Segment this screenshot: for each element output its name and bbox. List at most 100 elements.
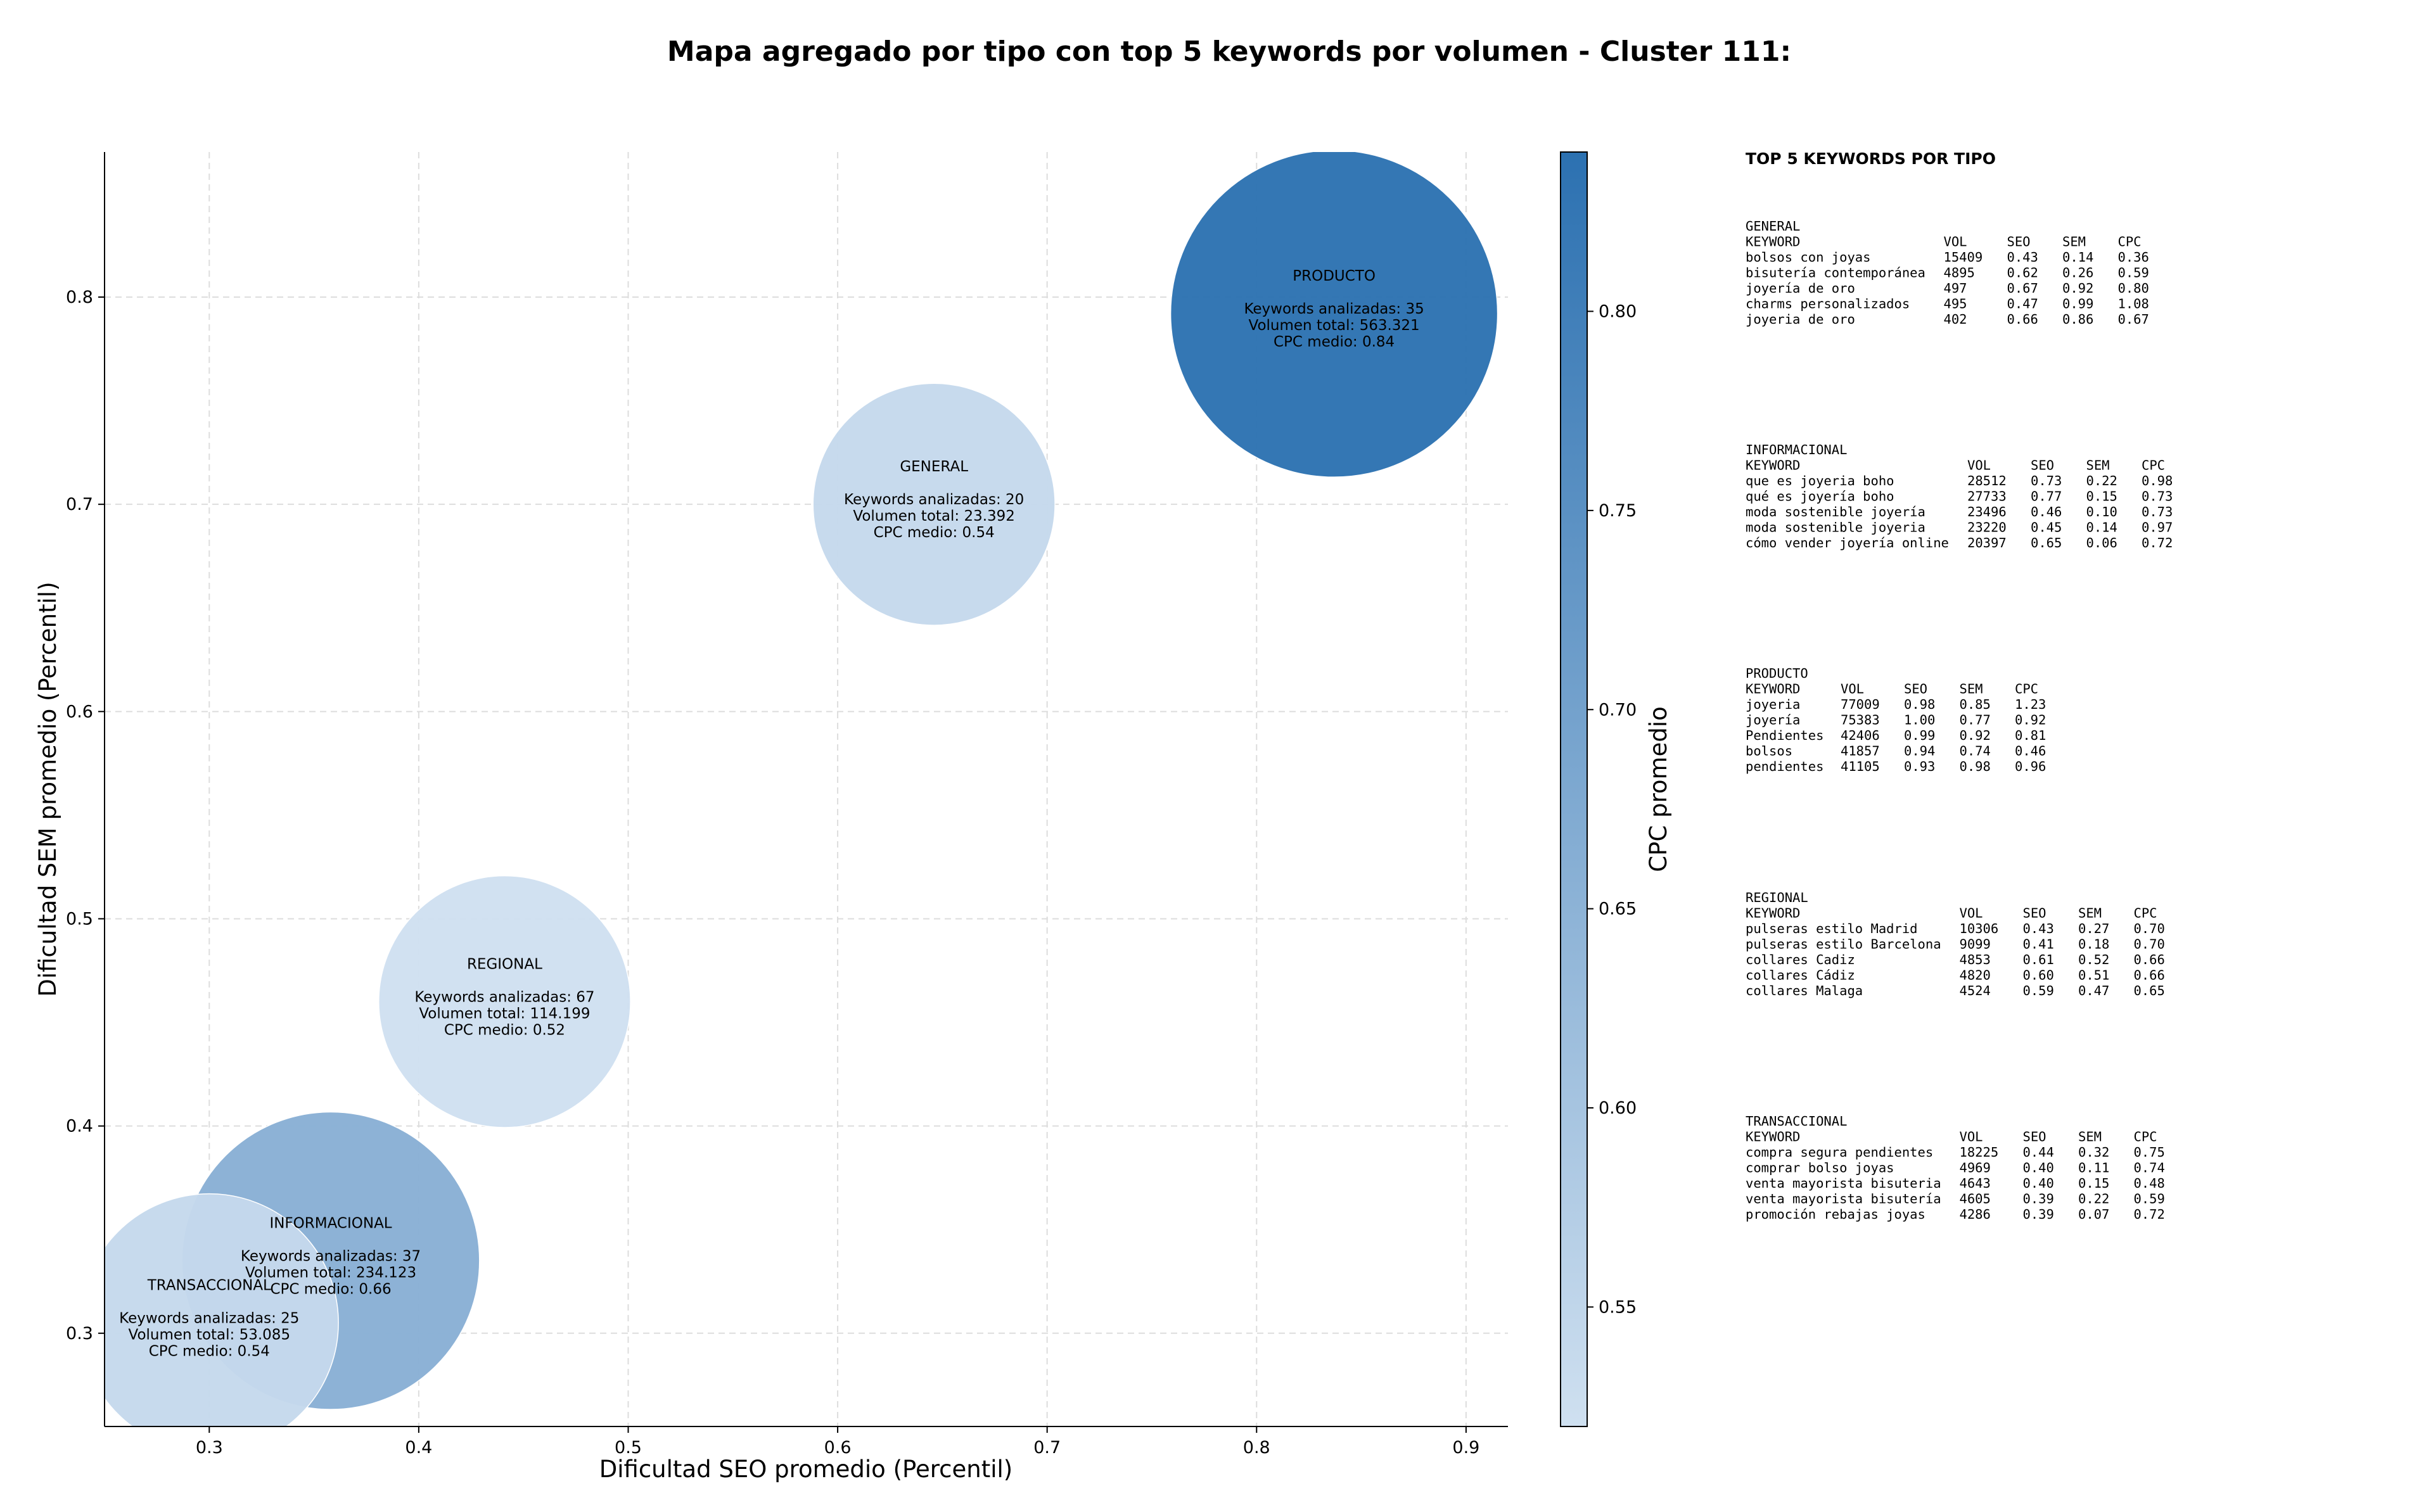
bubble-detail-label: Keywords analizadas: 35 [1244,301,1424,317]
keyword-table-cell: pulseras estilo Madrid [1746,921,1918,936]
keyword-table-cell: 0.65 [2134,983,2165,998]
keyword-table-cell: 0.45 [2031,520,2062,535]
keyword-table-cell: collares Cadiz [1746,952,1855,967]
bubble-title-label: INFORMACIONAL [269,1215,392,1231]
keyword-column-header: SEO [2023,906,2047,921]
keyword-table-cell: 0.36 [2118,250,2149,265]
side-panel-heading: TOP 5 KEYWORDS POR TIPO [1746,149,1996,168]
keyword-table-cell: 0.99 [1904,728,1935,743]
keyword-column-header: SEO [2031,458,2054,473]
keyword-table-cell: 20397 [1967,535,2007,550]
bubble-title-label: PRODUCTO [1293,268,1376,284]
keyword-column-header: VOL [1960,906,1983,921]
y-tick-label: 0.8 [66,288,93,307]
keyword-table-cell: 0.92 [2015,713,2046,728]
keyword-table-cell: bolsos con joyas [1746,250,1870,265]
keyword-table-cell: joyeria de oro [1746,312,1855,327]
colorbar: 0.55 0.60 0.65 0.70 0.75 0.80 [1560,151,1637,1427]
x-tick-label: 0.5 [615,1438,642,1458]
keyword-table-cell: pendientes [1746,759,1823,774]
keyword-block-title: INFORMACIONAL [1746,442,1847,457]
bubble-detail-label: Volumen total: 563.321 [1249,317,1420,334]
keyword-table-cell: 9099 [1960,937,1991,952]
x-tick-label: 0.7 [1033,1438,1061,1458]
keyword-table-cell: 0.44 [2023,1145,2054,1160]
keyword-table-cell: joyería [1746,713,1800,728]
keyword-table-cell: 0.74 [2134,1160,2165,1176]
keyword-column-header: SEM [2062,234,2086,250]
keyword-table-cell: 0.52 [2078,952,2109,967]
keyword-table-cell: 0.59 [2023,983,2054,998]
keyword-table-cell: 0.92 [2062,281,2093,296]
y-tick-label: 0.6 [66,702,93,721]
keyword-table-cell: 0.26 [2062,265,2093,281]
keyword-table-cell: 402 [1944,312,1967,327]
keyword-table-cell: 77009 [1841,697,1880,712]
keyword-column-header: VOL [1967,458,1991,473]
x-axis-label: Dificultad SEO promedio (Percentil) [599,1456,1012,1483]
keyword-column-header: CPC [2134,906,2157,921]
keyword-table-cell: 0.93 [1904,759,1935,774]
keyword-block-title: GENERAL [1746,219,1800,234]
y-axis-label: Dificultad SEM promedio (Percentil) [34,581,61,996]
x-tick-label: 0.4 [405,1438,432,1458]
keyword-table-cell: 0.10 [2086,504,2117,519]
keyword-table-cell: promoción rebajas joyas [1746,1207,1925,1222]
x-tick-label: 0.3 [196,1438,223,1458]
bubble-detail-label: CPC medio: 0.54 [874,524,995,541]
bubble-detail-label: Volumen total: 114.199 [419,1005,590,1022]
keyword-table-cell: 75383 [1841,713,1880,728]
colorbar-tick-label: 0.75 [1599,501,1637,521]
keyword-column-header: KEYWORD [1746,458,1800,473]
keyword-table-cell: 0.41 [2023,937,2054,952]
keyword-table-cell: 0.86 [2062,312,2093,327]
bubble-transaccional [105,1193,339,1426]
keyword-table-cell: 0.77 [2031,489,2062,504]
keyword-table-cell: 23496 [1967,504,2007,519]
keyword-table-cell: collares Malaga [1746,983,1863,998]
keyword-block-title: REGIONAL [1746,890,1808,905]
keyword-table-cell: 0.43 [2023,921,2054,936]
colorbar-tick-label: 0.60 [1599,1098,1637,1118]
keyword-block-title: TRANSACCIONAL [1746,1114,1847,1129]
keyword-table-cell: 0.75 [2134,1145,2165,1160]
keyword-table-cell: 0.15 [2086,489,2117,504]
keyword-table-cell: 0.40 [2023,1160,2054,1176]
colorbar-label: CPC promedio [1645,706,1672,872]
keyword-table-cell: 0.40 [2023,1176,2054,1191]
keyword-table-cell: 1.08 [2118,296,2149,312]
keyword-table-cell: 28512 [1967,473,2007,488]
bubble-title-label: GENERAL [900,459,968,475]
keyword-table-cell: 4820 [1960,968,1991,983]
keyword-table-cell: 0.80 [2118,281,2149,296]
keyword-column-header: SEM [2078,1129,2102,1145]
keyword-table-cell: 41105 [1841,759,1880,774]
x-tick-label: 0.9 [1452,1438,1479,1458]
keyword-table-cell: 4969 [1960,1160,1991,1176]
keyword-table-cell: joyería de oro [1746,281,1855,296]
keyword-table-cell: 495 [1944,296,1967,312]
keyword-table-cell: 0.39 [2023,1191,2054,1207]
keyword-table-cell: Pendientes [1746,728,1823,743]
keyword-table-cell: 4895 [1944,265,1975,281]
keyword-table-cell: 1.23 [2015,697,2046,712]
keyword-table-cell: 0.22 [2078,1191,2109,1207]
x-tick-label: 0.6 [824,1438,852,1458]
bubble-detail-label: Volumen total: 53.085 [129,1326,291,1343]
keyword-table-cell: 0.14 [2086,520,2117,535]
keyword-column-header: SEO [2007,234,2031,250]
colorbar-tick-label: 0.65 [1599,899,1637,919]
bubble-producto [1170,152,1498,478]
keyword-table-cell: 0.65 [2031,535,2062,550]
bubble-detail-label: CPC medio: 0.84 [1274,334,1395,350]
keyword-table-cell: 0.47 [2078,983,2109,998]
keyword-table-cell: 0.73 [2031,473,2062,488]
bubble-detail-label: Keywords analizadas: 20 [844,492,1024,508]
bubble-detail-label: Volumen total: 23.392 [853,508,1015,524]
keyword-table-cell: cómo vender joyería online [1746,535,1949,550]
bubble-title-label: TRANSACCIONAL [147,1277,271,1293]
bubble-detail-label: Volumen total: 234.123 [245,1264,416,1281]
keyword-table-cell: 4286 [1960,1207,1991,1222]
keyword-table-cell: 0.73 [2142,489,2173,504]
